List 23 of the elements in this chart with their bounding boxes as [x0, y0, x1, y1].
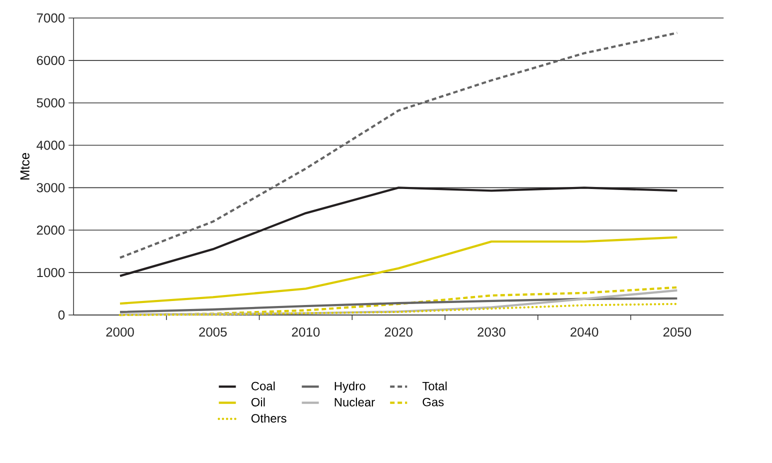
- x-tick-label: 2040: [570, 327, 598, 337]
- y-tick-label: 2000: [36, 226, 65, 235]
- x-tick-label: 2010: [292, 327, 320, 337]
- x-tick-label: 2005: [199, 327, 227, 337]
- legend-label: Coal: [252, 382, 275, 390]
- y-tick-label: 1000: [37, 268, 65, 278]
- y-tick-label: 7000: [36, 13, 65, 23]
- legend-label: Oil: [251, 398, 265, 406]
- y-tick-label: 4000: [36, 140, 65, 150]
- legend-label: Hydro: [334, 382, 366, 393]
- legend-label: Gas: [422, 398, 444, 406]
- x-tick-label: 2030: [478, 327, 506, 337]
- x-tick-label: 2050: [663, 327, 692, 337]
- y-tick-label: 3000: [36, 183, 65, 192]
- y-axis-title: Mtce: [20, 153, 30, 180]
- y-tick-label: 5000: [36, 98, 65, 108]
- legend-label: Nuclear: [334, 398, 375, 406]
- legend-label: Others: [251, 414, 286, 423]
- x-tick-label: 2000: [106, 327, 134, 337]
- y-tick-label: 6000: [36, 56, 65, 65]
- y-tick-label: 0: [58, 310, 65, 320]
- x-tick-label: 2020: [384, 327, 412, 337]
- legend-label: Total: [422, 382, 447, 390]
